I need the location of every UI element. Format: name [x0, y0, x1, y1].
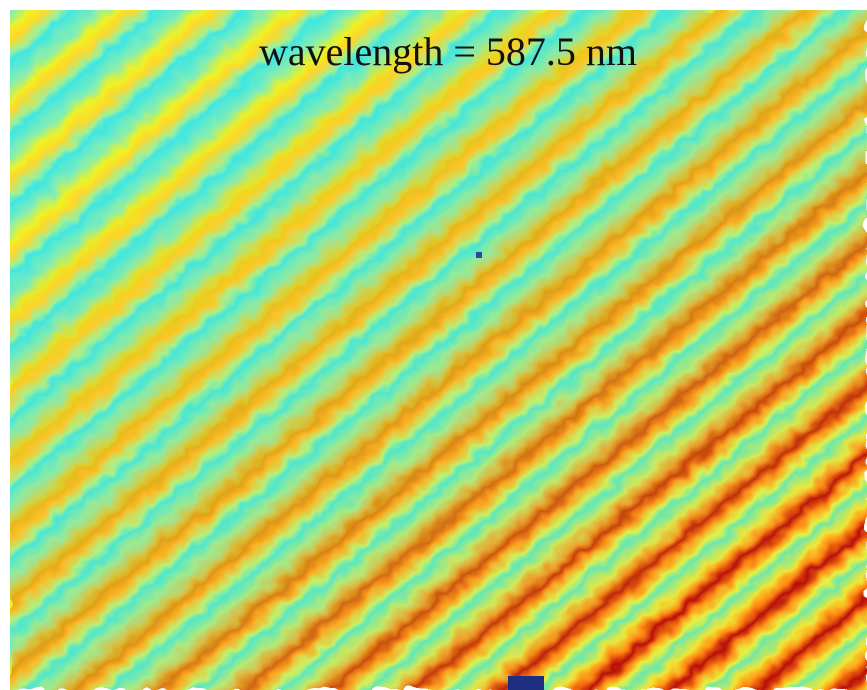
title: wavelength = 587.5 nm: [259, 29, 637, 74]
